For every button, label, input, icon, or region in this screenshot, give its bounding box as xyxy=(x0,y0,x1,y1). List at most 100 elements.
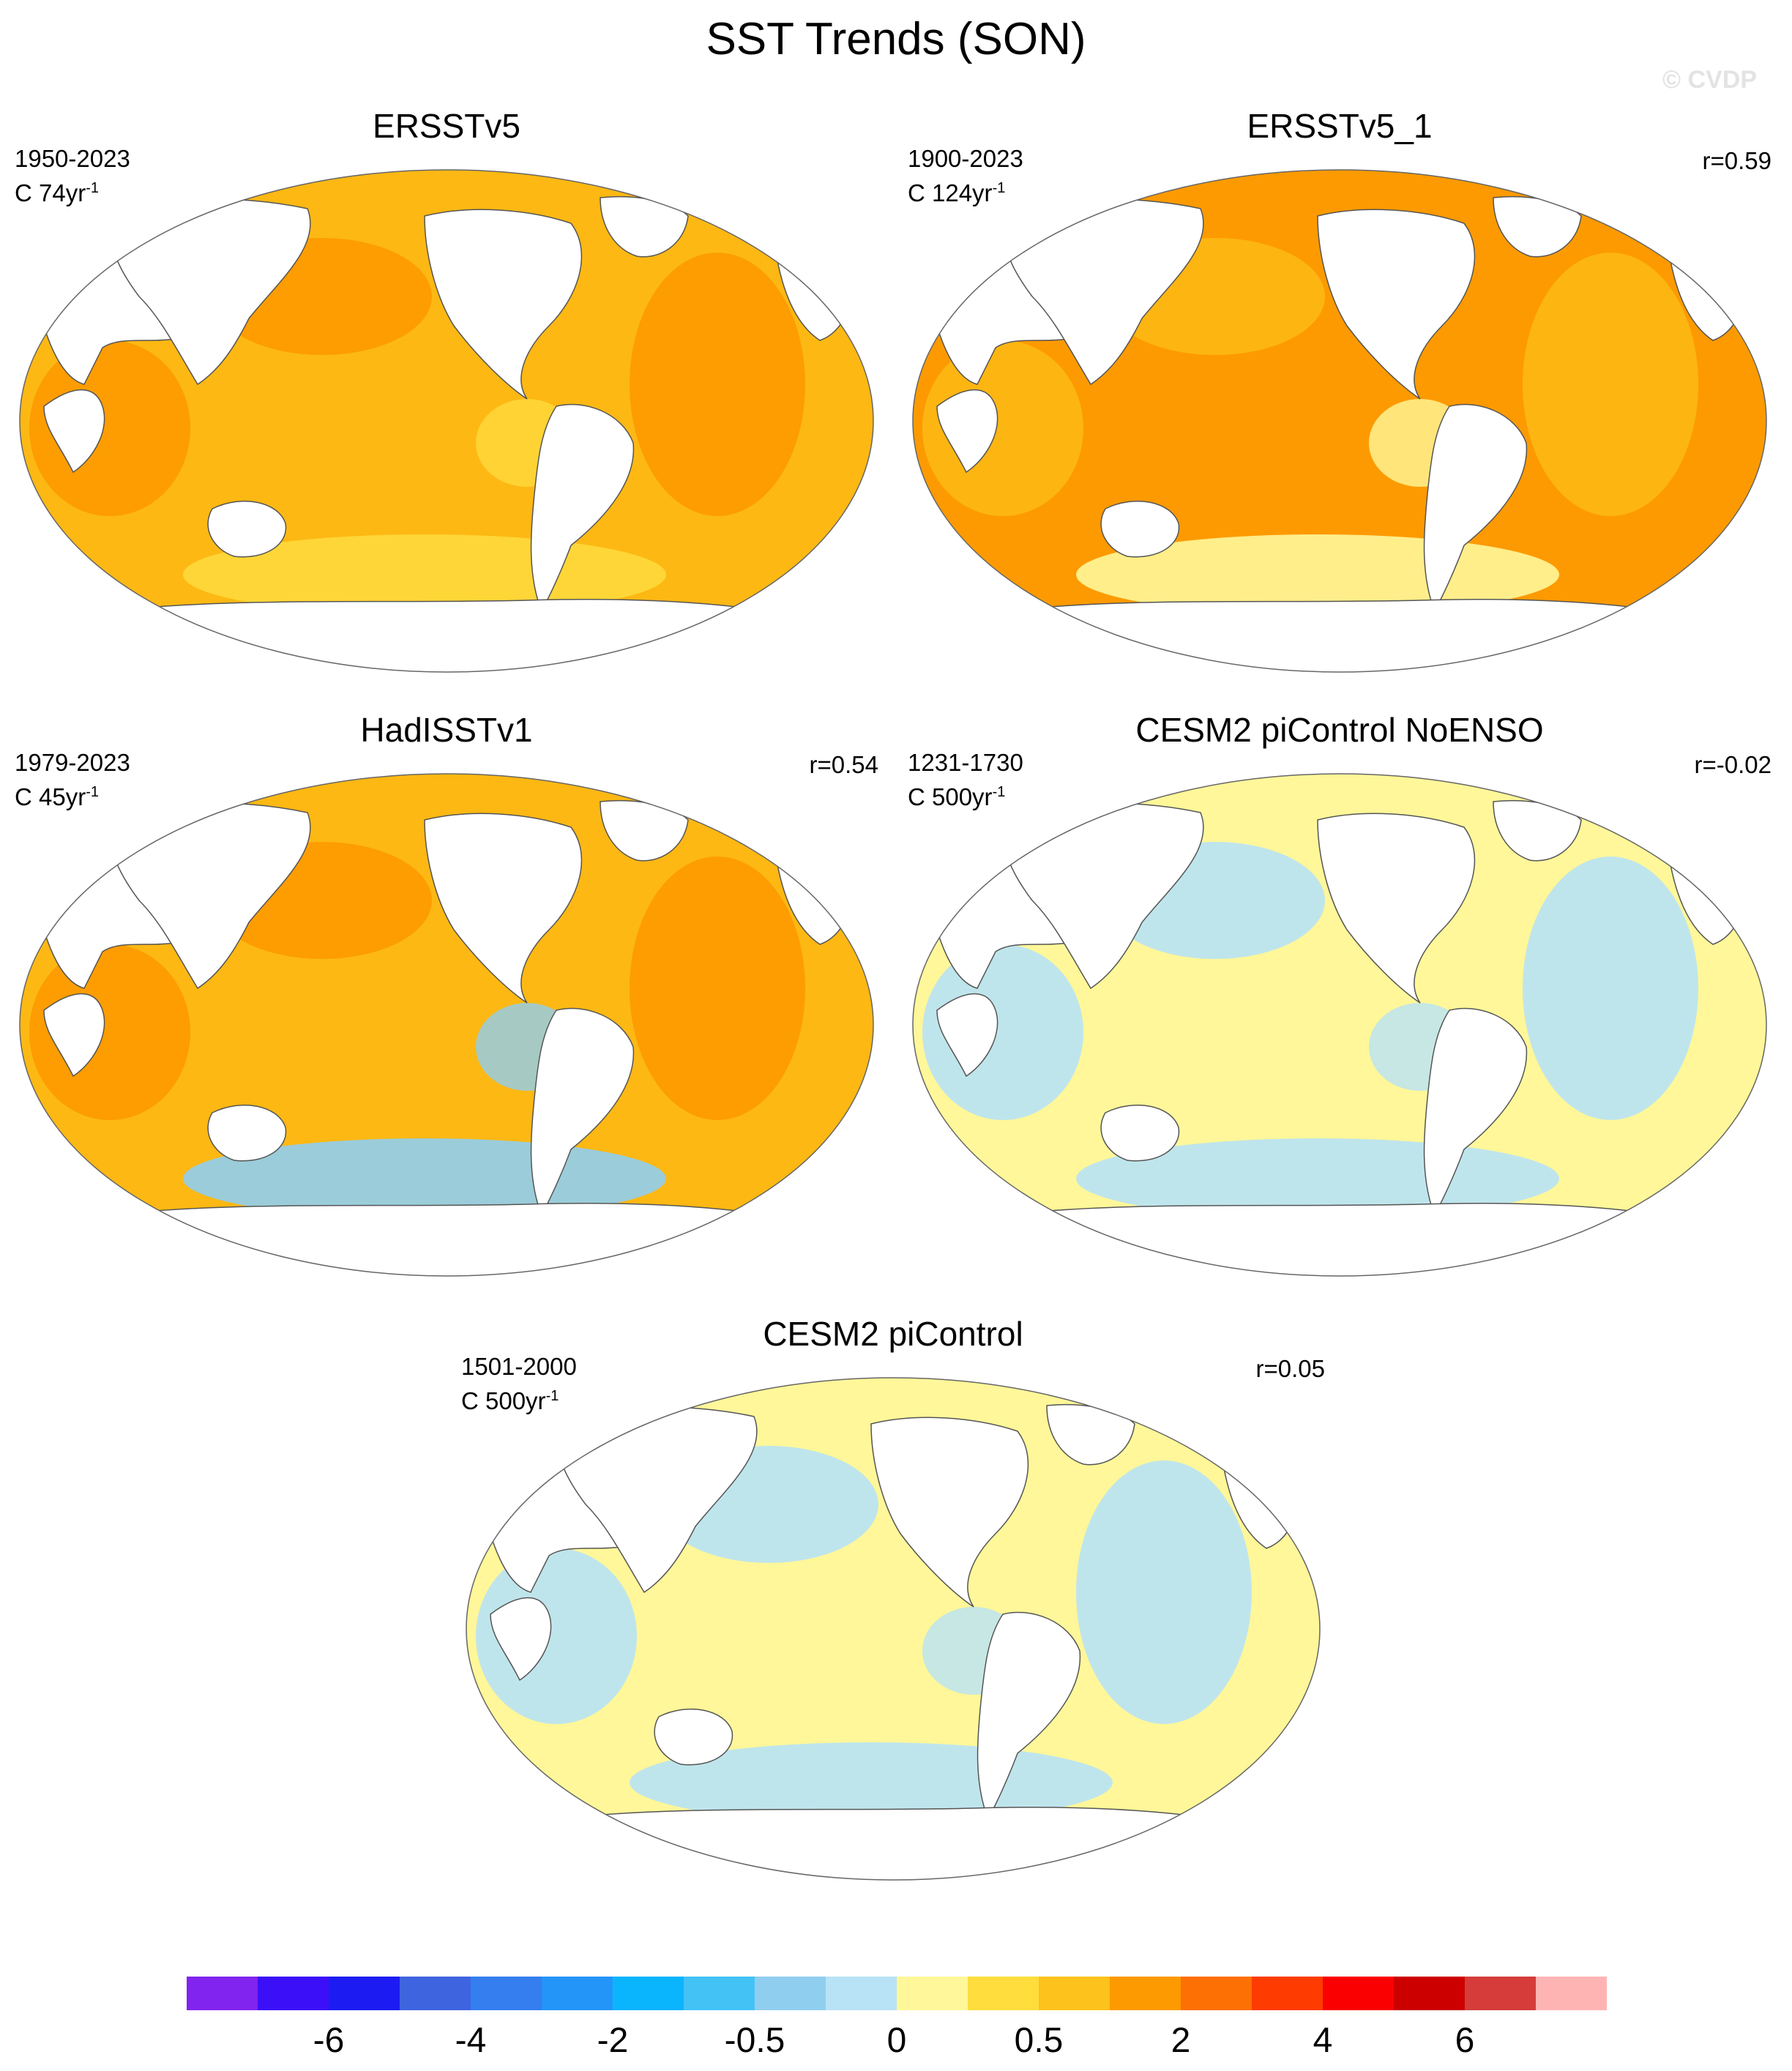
colorbar-tick-label: -4 xyxy=(455,2021,487,2060)
panel-cesm2-picontrol: CESM2 piControl 1501-2000 C 500yr-1 r=0.… xyxy=(461,1314,1325,1885)
landmass-africa xyxy=(936,993,998,1078)
landmass-south-america xyxy=(1423,1007,1528,1217)
anomaly-indian-ocean xyxy=(476,1548,637,1724)
panel-title: CESM2 piControl xyxy=(763,1315,1023,1353)
landmass-antarctica xyxy=(108,1202,807,1276)
map-field xyxy=(20,774,873,1276)
anomaly-indian-ocean xyxy=(29,944,190,1120)
cvdp-watermark: © CVDP xyxy=(1662,66,1757,94)
colorbar-tick-label: 2 xyxy=(1171,2021,1191,2060)
panel-title: HadISSTv1 xyxy=(360,711,533,749)
colorbar-labels: -6 -4 -2 -0.5 0 0.5 2 4 6 xyxy=(0,2020,1792,2064)
colorbar-swatch xyxy=(1536,1977,1607,2010)
landmass-antarctica xyxy=(555,1806,1254,1880)
colorbar-tick-label: -2 xyxy=(597,2021,629,2060)
landmass-australia xyxy=(1100,1104,1180,1162)
panel-period: 1231-1730 C 500yr-1 xyxy=(908,749,1023,810)
landmass-south-america xyxy=(977,1611,1081,1821)
colorbar-swatch xyxy=(1394,1977,1465,2010)
landmass-australia xyxy=(654,1708,733,1766)
landmass-north-america xyxy=(870,1417,1029,1608)
landmass-africa xyxy=(43,389,105,474)
panel-ersstv5-1: ERSSTv5_1 1900-2023 C 124yr-1 r=0.59 xyxy=(908,106,1772,677)
panel-cesm2-picontrol-noenso: CESM2 piControl NoENSO 1231-1730 C 500yr… xyxy=(908,710,1772,1281)
anomaly-atlantic xyxy=(1523,857,1698,1120)
panel-period: 1950-2023 C 74yr-1 xyxy=(15,145,130,206)
colorbar-swatch xyxy=(1181,1977,1252,2010)
correlation-label: r=0.05 xyxy=(1255,1355,1326,1382)
colorbar-swatch xyxy=(329,1977,400,2010)
landmass-south-america xyxy=(530,1007,635,1217)
panel-period: 1979-2023 C 45yr-1 xyxy=(15,749,130,810)
landmass-asia-east xyxy=(1004,802,1204,990)
map-field xyxy=(913,170,1766,672)
correlation-label: r=0.54 xyxy=(809,751,879,778)
map-field xyxy=(913,774,1766,1276)
colorbar-swatch xyxy=(968,1977,1039,2010)
landmass-antarctica xyxy=(1001,1202,1700,1276)
landmass-asia-east xyxy=(1004,198,1204,386)
landmass-australia xyxy=(1100,500,1180,558)
colorbar-tick-label: 4 xyxy=(1313,2021,1333,2060)
colorbar-swatch xyxy=(755,1977,826,2010)
panel-title: ERSSTv5 xyxy=(373,107,520,145)
landmass-antarctica xyxy=(108,598,807,672)
world-map xyxy=(19,169,874,673)
landmass-south-america xyxy=(530,403,635,613)
anomaly-indian-ocean xyxy=(922,944,1083,1120)
map-border xyxy=(19,773,874,1277)
landmass-asia-east xyxy=(557,1406,758,1594)
correlation-label: r=-0.02 xyxy=(1694,751,1772,778)
colorbar-swatch xyxy=(471,1977,542,2010)
panel-ersstv5: ERSSTv5 1950-2023 C 74yr-1 xyxy=(15,106,878,677)
colorbar-tick-label: 0.5 xyxy=(1014,2021,1064,2060)
anomaly-indian-ocean xyxy=(922,340,1083,516)
colorbar-tick-label: -6 xyxy=(313,2021,345,2060)
landmass-north-america xyxy=(1317,813,1476,1004)
panel-title: ERSSTv5_1 xyxy=(1247,107,1433,145)
colorbar-swatch xyxy=(1039,1977,1110,2010)
landmass-africa xyxy=(490,1597,552,1682)
colorbar-swatch xyxy=(1252,1977,1323,2010)
map-border xyxy=(912,169,1767,673)
anomaly-atlantic xyxy=(1523,253,1698,516)
map-field xyxy=(466,1378,1320,1880)
world-map xyxy=(912,169,1767,673)
colorbar-swatch xyxy=(258,1977,329,2010)
colorbar-swatch xyxy=(400,1977,471,2010)
colorbar-tick-label: -0.5 xyxy=(724,2021,785,2060)
figure-title: SST Trends (SON) xyxy=(706,14,1086,64)
colorbar-tick-label: 0 xyxy=(886,2021,907,2060)
colorbar-swatch xyxy=(187,1977,258,2010)
landmass-south-america xyxy=(1423,403,1528,613)
colorbar-swatch xyxy=(684,1977,755,2010)
panel-period: 1900-2023 C 124yr-1 xyxy=(908,145,1023,206)
colorbar xyxy=(187,1977,1607,2010)
colorbar-swatch xyxy=(613,1977,684,2010)
map-border xyxy=(466,1377,1321,1881)
panel-hadisstv1: HadISSTv1 1979-2023 C 45yr-1 r=0.54 xyxy=(15,710,878,1281)
colorbar-swatch xyxy=(1323,1977,1394,2010)
map-border xyxy=(912,773,1767,1277)
landmass-australia xyxy=(207,1104,287,1162)
panel-period: 1501-2000 C 500yr-1 xyxy=(461,1353,577,1414)
map-border xyxy=(19,169,874,673)
colorbar-swatch xyxy=(897,1977,968,2010)
colorbar-tick-label: 6 xyxy=(1455,2021,1475,2060)
landmass-africa xyxy=(43,993,105,1078)
landmass-north-america xyxy=(1317,209,1476,400)
anomaly-atlantic xyxy=(630,857,805,1120)
colorbar-swatch xyxy=(1465,1977,1536,2010)
world-map xyxy=(19,773,874,1277)
landmass-north-america xyxy=(424,209,583,400)
anomaly-indian-ocean xyxy=(29,340,190,516)
panel-title: CESM2 piControl NoENSO xyxy=(1135,711,1544,749)
landmass-australia xyxy=(207,500,287,558)
anomaly-atlantic xyxy=(1076,1460,1252,1724)
colorbar-swatch xyxy=(542,1977,613,2010)
landmass-antarctica xyxy=(1001,598,1700,672)
landmass-asia-east xyxy=(111,802,311,990)
world-map xyxy=(466,1377,1321,1881)
landmass-africa xyxy=(936,389,998,474)
correlation-label: r=0.59 xyxy=(1702,147,1772,174)
